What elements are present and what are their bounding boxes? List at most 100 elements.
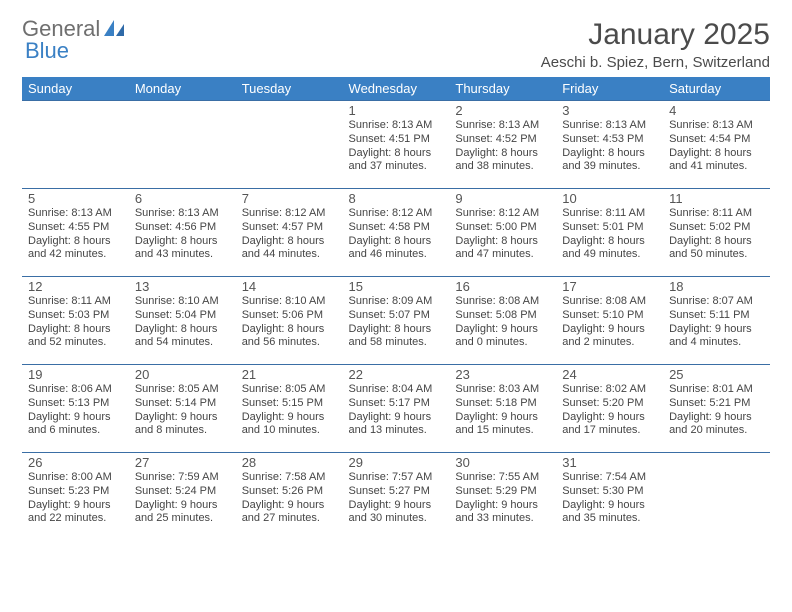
calendar-day-cell: 16Sunrise: 8:08 AMSunset: 5:08 PMDayligh… [449, 277, 556, 365]
day-info: Sunrise: 8:09 AMSunset: 5:07 PMDaylight:… [349, 295, 444, 350]
day-number: 16 [455, 279, 550, 294]
calendar-day-cell: 27Sunrise: 7:59 AMSunset: 5:24 PMDayligh… [129, 453, 236, 541]
calendar-day-cell: 2Sunrise: 8:13 AMSunset: 4:52 PMDaylight… [449, 101, 556, 189]
day-number: 6 [135, 191, 230, 206]
calendar-day-cell: 14Sunrise: 8:10 AMSunset: 5:06 PMDayligh… [236, 277, 343, 365]
day-info: Sunrise: 8:12 AMSunset: 4:57 PMDaylight:… [242, 207, 337, 262]
day-number: 23 [455, 367, 550, 382]
daylight-text: Daylight: 9 hours and 13 minutes. [349, 411, 444, 439]
day-number: 27 [135, 455, 230, 470]
sunrise-text: Sunrise: 7:59 AM [135, 471, 230, 485]
day-info: Sunrise: 8:05 AMSunset: 5:15 PMDaylight:… [242, 383, 337, 438]
header: General Blue January 2025 Aeschi b. Spie… [22, 18, 770, 71]
sunrise-text: Sunrise: 8:01 AM [669, 383, 764, 397]
sunset-text: Sunset: 5:08 PM [455, 309, 550, 323]
sunrise-text: Sunrise: 8:12 AM [455, 207, 550, 221]
day-number: 20 [135, 367, 230, 382]
day-info: Sunrise: 8:11 AMSunset: 5:01 PMDaylight:… [562, 207, 657, 262]
calendar-day-cell: 6Sunrise: 8:13 AMSunset: 4:56 PMDaylight… [129, 189, 236, 277]
day-number: 22 [349, 367, 444, 382]
daylight-text: Daylight: 9 hours and 22 minutes. [28, 499, 123, 527]
title-block: January 2025 Aeschi b. Spiez, Bern, Swit… [541, 18, 770, 71]
logo-sail-icon [104, 20, 126, 40]
calendar-day-cell [129, 101, 236, 189]
day-info: Sunrise: 8:13 AMSunset: 4:51 PMDaylight:… [349, 119, 444, 174]
calendar-day-cell: 7Sunrise: 8:12 AMSunset: 4:57 PMDaylight… [236, 189, 343, 277]
day-number: 12 [28, 279, 123, 294]
sunset-text: Sunset: 4:52 PM [455, 133, 550, 147]
daylight-text: Daylight: 9 hours and 6 minutes. [28, 411, 123, 439]
calendar-day-cell: 25Sunrise: 8:01 AMSunset: 5:21 PMDayligh… [663, 365, 770, 453]
day-info: Sunrise: 8:05 AMSunset: 5:14 PMDaylight:… [135, 383, 230, 438]
daylight-text: Daylight: 9 hours and 35 minutes. [562, 499, 657, 527]
sunrise-text: Sunrise: 8:09 AM [349, 295, 444, 309]
day-number: 2 [455, 103, 550, 118]
day-number: 5 [28, 191, 123, 206]
sunset-text: Sunset: 5:29 PM [455, 485, 550, 499]
day-number: 18 [669, 279, 764, 294]
calendar-day-cell: 24Sunrise: 8:02 AMSunset: 5:20 PMDayligh… [556, 365, 663, 453]
sunset-text: Sunset: 5:17 PM [349, 397, 444, 411]
daylight-text: Daylight: 8 hours and 56 minutes. [242, 323, 337, 351]
sunset-text: Sunset: 5:18 PM [455, 397, 550, 411]
sunset-text: Sunset: 4:57 PM [242, 221, 337, 235]
sunrise-text: Sunrise: 8:00 AM [28, 471, 123, 485]
sunrise-text: Sunrise: 7:57 AM [349, 471, 444, 485]
sunset-text: Sunset: 5:04 PM [135, 309, 230, 323]
calendar-day-cell [236, 101, 343, 189]
day-number: 9 [455, 191, 550, 206]
day-info: Sunrise: 7:58 AMSunset: 5:26 PMDaylight:… [242, 471, 337, 526]
weekday-header: Sunday [22, 77, 129, 101]
daylight-text: Daylight: 8 hours and 43 minutes. [135, 235, 230, 263]
day-info: Sunrise: 8:11 AMSunset: 5:03 PMDaylight:… [28, 295, 123, 350]
sunrise-text: Sunrise: 8:12 AM [242, 207, 337, 221]
sunset-text: Sunset: 5:24 PM [135, 485, 230, 499]
day-number: 17 [562, 279, 657, 294]
daylight-text: Daylight: 8 hours and 54 minutes. [135, 323, 230, 351]
sunrise-text: Sunrise: 8:06 AM [28, 383, 123, 397]
day-info: Sunrise: 8:13 AMSunset: 4:52 PMDaylight:… [455, 119, 550, 174]
sunset-text: Sunset: 4:55 PM [28, 221, 123, 235]
calendar-day-cell: 22Sunrise: 8:04 AMSunset: 5:17 PMDayligh… [343, 365, 450, 453]
day-info: Sunrise: 8:08 AMSunset: 5:10 PMDaylight:… [562, 295, 657, 350]
calendar-week-row: 19Sunrise: 8:06 AMSunset: 5:13 PMDayligh… [22, 365, 770, 453]
day-info: Sunrise: 8:11 AMSunset: 5:02 PMDaylight:… [669, 207, 764, 262]
day-info: Sunrise: 8:01 AMSunset: 5:21 PMDaylight:… [669, 383, 764, 438]
daylight-text: Daylight: 9 hours and 27 minutes. [242, 499, 337, 527]
sunset-text: Sunset: 4:56 PM [135, 221, 230, 235]
sunrise-text: Sunrise: 8:13 AM [349, 119, 444, 133]
calendar-week-row: 12Sunrise: 8:11 AMSunset: 5:03 PMDayligh… [22, 277, 770, 365]
calendar-day-cell: 5Sunrise: 8:13 AMSunset: 4:55 PMDaylight… [22, 189, 129, 277]
sunrise-text: Sunrise: 7:58 AM [242, 471, 337, 485]
calendar-day-cell: 26Sunrise: 8:00 AMSunset: 5:23 PMDayligh… [22, 453, 129, 541]
daylight-text: Daylight: 8 hours and 47 minutes. [455, 235, 550, 263]
calendar-day-cell: 28Sunrise: 7:58 AMSunset: 5:26 PMDayligh… [236, 453, 343, 541]
day-number: 1 [349, 103, 444, 118]
sunset-text: Sunset: 5:26 PM [242, 485, 337, 499]
sunset-text: Sunset: 5:14 PM [135, 397, 230, 411]
daylight-text: Daylight: 9 hours and 15 minutes. [455, 411, 550, 439]
calendar-day-cell: 21Sunrise: 8:05 AMSunset: 5:15 PMDayligh… [236, 365, 343, 453]
sunset-text: Sunset: 5:01 PM [562, 221, 657, 235]
calendar-body: 1Sunrise: 8:13 AMSunset: 4:51 PMDaylight… [22, 101, 770, 541]
daylight-text: Daylight: 9 hours and 25 minutes. [135, 499, 230, 527]
sunrise-text: Sunrise: 8:13 AM [135, 207, 230, 221]
daylight-text: Daylight: 8 hours and 41 minutes. [669, 147, 764, 175]
day-info: Sunrise: 7:55 AMSunset: 5:29 PMDaylight:… [455, 471, 550, 526]
sunrise-text: Sunrise: 8:13 AM [455, 119, 550, 133]
sunrise-text: Sunrise: 8:13 AM [562, 119, 657, 133]
sunrise-text: Sunrise: 8:13 AM [28, 207, 123, 221]
day-number: 15 [349, 279, 444, 294]
calendar-day-cell: 31Sunrise: 7:54 AMSunset: 5:30 PMDayligh… [556, 453, 663, 541]
weekday-header: Thursday [449, 77, 556, 101]
daylight-text: Daylight: 9 hours and 20 minutes. [669, 411, 764, 439]
calendar-page: General Blue January 2025 Aeschi b. Spie… [0, 0, 792, 557]
calendar-day-cell: 17Sunrise: 8:08 AMSunset: 5:10 PMDayligh… [556, 277, 663, 365]
weekday-header: Wednesday [343, 77, 450, 101]
calendar-day-cell: 3Sunrise: 8:13 AMSunset: 4:53 PMDaylight… [556, 101, 663, 189]
logo: General Blue [22, 18, 126, 62]
day-info: Sunrise: 7:54 AMSunset: 5:30 PMDaylight:… [562, 471, 657, 526]
calendar-day-cell [22, 101, 129, 189]
daylight-text: Daylight: 9 hours and 10 minutes. [242, 411, 337, 439]
daylight-text: Daylight: 9 hours and 8 minutes. [135, 411, 230, 439]
